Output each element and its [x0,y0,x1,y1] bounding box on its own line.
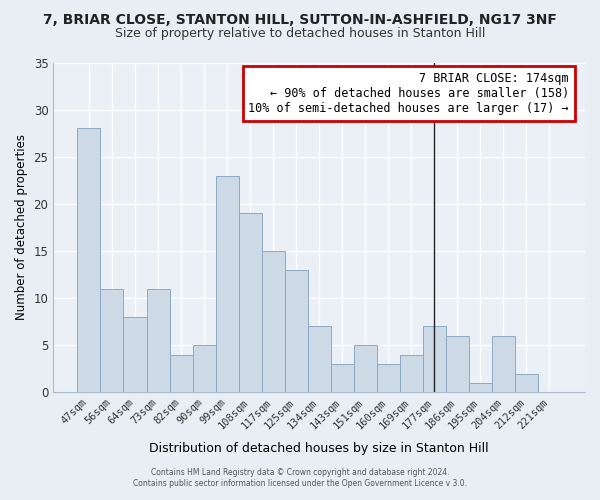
Bar [239,214,262,392]
Bar [331,364,353,392]
Bar [215,176,239,392]
Text: Contains HM Land Registry data © Crown copyright and database right 2024.
Contai: Contains HM Land Registry data © Crown c… [133,468,467,487]
Text: Size of property relative to detached houses in Stanton Hill: Size of property relative to detached ho… [115,28,485,40]
Bar [469,383,492,392]
Bar [100,288,124,393]
Bar [446,336,469,392]
Bar [353,346,377,393]
Text: 7 BRIAR CLOSE: 174sqm
← 90% of detached houses are smaller (158)
10% of semi-det: 7 BRIAR CLOSE: 174sqm ← 90% of detached … [248,72,569,116]
Bar [262,251,284,392]
Bar [308,326,331,392]
Bar [193,346,215,393]
Bar [146,288,170,393]
Bar [77,128,100,392]
Bar [124,317,146,392]
Bar [492,336,515,392]
Bar [377,364,400,392]
Bar [423,326,446,392]
Y-axis label: Number of detached properties: Number of detached properties [15,134,28,320]
Bar [400,354,423,393]
Bar [515,374,538,392]
Text: 7, BRIAR CLOSE, STANTON HILL, SUTTON-IN-ASHFIELD, NG17 3NF: 7, BRIAR CLOSE, STANTON HILL, SUTTON-IN-… [43,12,557,26]
X-axis label: Distribution of detached houses by size in Stanton Hill: Distribution of detached houses by size … [149,442,489,455]
Bar [284,270,308,392]
Bar [170,354,193,393]
